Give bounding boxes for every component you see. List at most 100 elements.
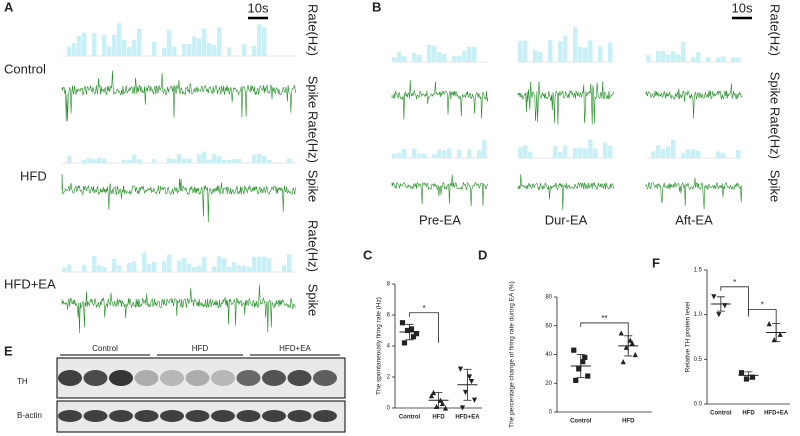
data-point: [430, 389, 437, 396]
rate-bar: [117, 23, 122, 56]
data-point: [404, 327, 411, 334]
data-point: [777, 331, 783, 337]
group-label: HFD+EA: [279, 344, 311, 353]
rate-bar: [212, 266, 217, 272]
rate-bar: [267, 159, 272, 163]
rate-bar: [533, 50, 538, 62]
data-point: [749, 374, 756, 380]
data-point: [471, 397, 478, 403]
row-label: HFD+EA: [4, 276, 56, 291]
rate-bar: [457, 56, 462, 62]
rate-bar: [417, 54, 422, 62]
data-point: [466, 374, 473, 380]
blot-band: [58, 410, 82, 422]
rate-bar: [736, 57, 741, 62]
rate-bar: [402, 148, 407, 158]
spike-trace: [645, 83, 743, 119]
y-tick-label: 2: [387, 375, 391, 381]
rate-bar: [432, 45, 437, 62]
rate-bar: [563, 35, 568, 62]
blot-band: [211, 370, 235, 386]
rate-bar: [731, 57, 736, 62]
rate-bar: [132, 261, 137, 272]
row-label: HFD: [20, 168, 47, 183]
rate-bar: [573, 27, 578, 63]
rate-bar: [528, 151, 533, 158]
data-point: [766, 321, 772, 327]
rate-label: Rate(Hz): [306, 4, 321, 56]
rate-bar: [77, 35, 82, 56]
error-bar: [405, 323, 414, 341]
rate-bar: [212, 154, 217, 163]
data-point: [582, 354, 588, 360]
rate-bar: [137, 159, 142, 163]
rate-bar: [262, 155, 267, 163]
rate-bar: [207, 42, 212, 56]
rate-bar: [656, 145, 661, 158]
rate-bar: [82, 32, 87, 56]
rate-bar: [167, 254, 172, 272]
rate-bar: [392, 153, 397, 158]
rate-bar: [661, 51, 666, 62]
blot-band: [262, 410, 286, 422]
axis-title: The spontaneously firing rate (Hz): [376, 297, 383, 395]
rate-bar: [197, 153, 202, 163]
spike-label: Spike: [306, 76, 321, 109]
rate-bar: [553, 145, 558, 158]
rate-bar: [212, 44, 217, 56]
rate-bar: [716, 151, 721, 158]
rate-bar: [257, 24, 262, 56]
rate-bar: [122, 159, 127, 163]
panel-letter: D: [478, 247, 487, 262]
y-tick-label: 80: [545, 295, 552, 301]
data-point: [408, 326, 415, 332]
blot-band: [83, 370, 108, 386]
rate-bar: [442, 150, 447, 158]
rate-bar: [127, 159, 132, 163]
rate-bar: [177, 260, 182, 272]
blot-band: [287, 370, 312, 386]
rate-bar: [588, 40, 593, 62]
rate-bar: [518, 40, 523, 62]
data-point: [576, 366, 582, 372]
rate-bar: [247, 267, 252, 272]
rate-bar: [523, 40, 528, 62]
data-point: [399, 320, 406, 326]
rate-bar: [472, 47, 477, 62]
rate-bar: [257, 256, 262, 272]
rate-bar: [252, 256, 257, 272]
y-tick-label: 0: [387, 406, 391, 412]
rate-bar: [67, 264, 72, 272]
rate-bar: [227, 47, 232, 56]
y-tick-label: 1.0: [694, 312, 703, 318]
data-point: [627, 337, 633, 343]
rate-bar: [187, 158, 192, 163]
group-label: HFD: [192, 344, 209, 353]
significance-bracket: [748, 309, 777, 340]
rate-bar: [706, 57, 711, 62]
rate-bar: [87, 157, 92, 163]
condition-label: Aft-EA: [675, 212, 713, 227]
rate-bar: [92, 158, 97, 163]
rate-bar: [217, 156, 222, 163]
rate-bar: [137, 28, 142, 56]
rate-bar: [202, 256, 207, 272]
rate-bar: [417, 153, 422, 158]
rate-bar: [167, 158, 172, 163]
rate-bar: [447, 148, 452, 158]
rate-bar: [237, 158, 242, 163]
x-tick-label: HFD: [622, 419, 635, 425]
rate-bar: [716, 57, 721, 62]
data-point: [457, 366, 464, 372]
rate-bar: [102, 267, 107, 272]
band-label: TH: [17, 377, 28, 386]
rate-bar: [676, 54, 681, 62]
panel-letter: E: [4, 343, 13, 358]
rate-label: Rate(Hz): [306, 220, 321, 272]
error-bar: [744, 371, 753, 380]
rate-bar: [457, 149, 462, 158]
rate-bar: [696, 51, 701, 62]
rate-bar: [262, 256, 267, 272]
data-point: [401, 340, 408, 346]
rate-bar: [482, 139, 487, 158]
